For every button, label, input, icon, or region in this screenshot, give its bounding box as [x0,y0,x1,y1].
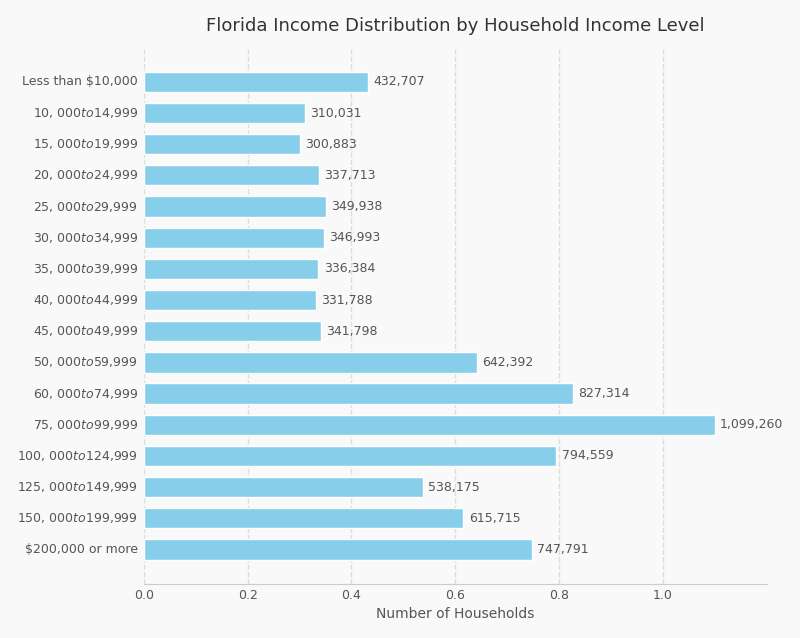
Bar [144,134,300,154]
Text: 60, 000$\it{to}$74,999: 60, 000$\it{to}$74,999 [33,387,138,401]
Text: 331,788: 331,788 [322,293,373,306]
Text: 1,099,260: 1,099,260 [720,419,783,431]
Text: 336,384: 336,384 [324,262,375,276]
Text: 615,715: 615,715 [469,512,520,524]
Text: 45, 000$\it{to}$49,999: 45, 000$\it{to}$49,999 [33,324,138,338]
Text: 30, 000$\it{to}$34,999: 30, 000$\it{to}$34,999 [33,231,138,245]
Bar [144,539,532,560]
Bar [144,228,324,248]
Bar [144,197,326,217]
Text: 50, 000$\it{to}$59,999: 50, 000$\it{to}$59,999 [33,355,138,369]
Text: 432,707: 432,707 [374,75,426,88]
Text: 827,314: 827,314 [578,387,630,400]
Bar [144,415,714,435]
Text: 125, 000$\it{to}$149,999: 125, 000$\it{to}$149,999 [17,480,138,494]
Text: 100, 000$\it{to}$124,999: 100, 000$\it{to}$124,999 [17,449,138,463]
Bar [144,508,463,528]
Title: Florida Income Distribution by Household Income Level: Florida Income Distribution by Household… [206,17,705,34]
Text: 341,798: 341,798 [326,325,378,338]
Text: 346,993: 346,993 [329,231,381,244]
Bar [144,165,319,186]
Bar [144,259,318,279]
Text: Less than $10,000: Less than $10,000 [22,75,138,88]
Text: 337,713: 337,713 [324,169,376,182]
Text: 75, 000$\it{to}$99,999: 75, 000$\it{to}$99,999 [33,418,138,432]
Bar [144,290,316,310]
Text: 20, 000$\it{to}$24,999: 20, 000$\it{to}$24,999 [33,168,138,182]
Text: 747,791: 747,791 [538,543,589,556]
Text: 40, 000$\it{to}$44,999: 40, 000$\it{to}$44,999 [33,293,138,307]
Text: 150, 000$\it{to}$199,999: 150, 000$\it{to}$199,999 [17,511,138,525]
Text: $200,000 or more: $200,000 or more [25,543,138,556]
Text: 300,883: 300,883 [306,138,357,151]
Text: 349,938: 349,938 [330,200,382,213]
Text: 642,392: 642,392 [482,356,534,369]
Bar [144,352,478,373]
Bar [144,383,574,404]
Text: 35, 000$\it{to}$39,999: 35, 000$\it{to}$39,999 [33,262,138,276]
Text: 310,031: 310,031 [310,107,362,119]
Bar [144,477,423,497]
Text: 15, 000$\it{to}$19,999: 15, 000$\it{to}$19,999 [33,137,138,151]
Bar [144,71,369,92]
Text: 10, 000$\it{to}$14,999: 10, 000$\it{to}$14,999 [33,106,138,120]
Text: 538,175: 538,175 [429,480,480,494]
Text: 794,559: 794,559 [562,449,613,463]
Bar [144,103,305,123]
Bar [144,321,322,341]
Text: 25, 000$\it{to}$29,999: 25, 000$\it{to}$29,999 [33,200,138,214]
X-axis label: Number of Households: Number of Households [376,607,534,621]
Bar [144,446,556,466]
